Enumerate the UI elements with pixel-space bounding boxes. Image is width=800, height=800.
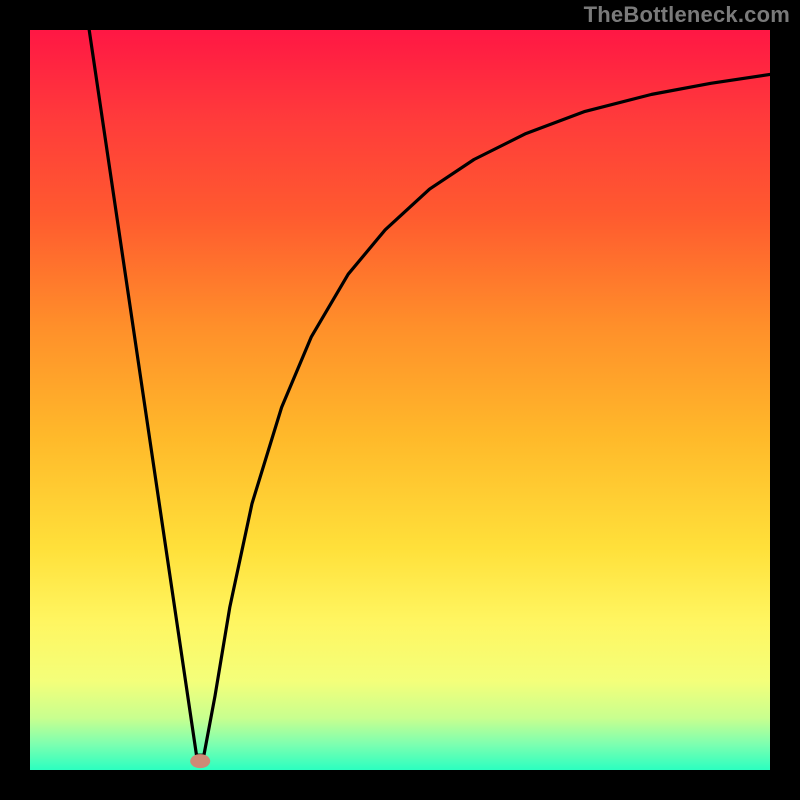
bottleneck-chart bbox=[0, 0, 800, 800]
chart-container: TheBottleneck.com bbox=[0, 0, 800, 800]
optimal-point-marker bbox=[190, 754, 210, 768]
plot-background bbox=[30, 30, 770, 770]
watermark-text: TheBottleneck.com bbox=[584, 2, 790, 28]
